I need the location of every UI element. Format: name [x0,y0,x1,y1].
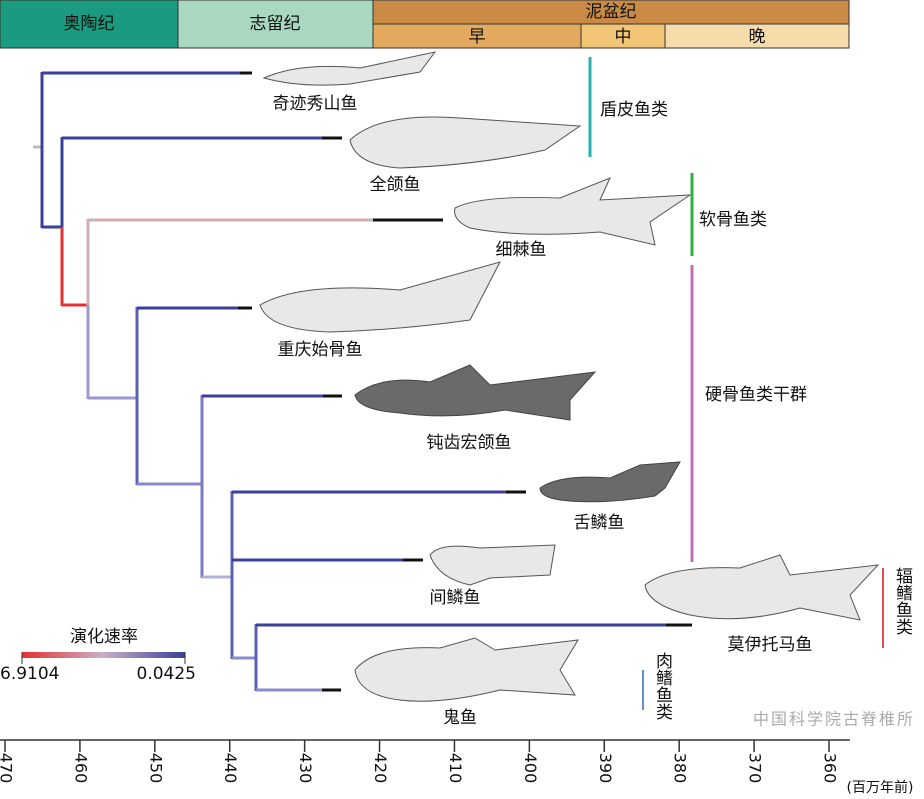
phylogeny [33,71,692,692]
group-label: 硬骨鱼类干群 [705,385,807,405]
taxon-label: 莫伊托马鱼 [728,635,813,655]
tick-label: 440 [221,753,240,784]
group-label: 辐鳍鱼类 [892,567,913,635]
fish [259,261,501,333]
group-label: 盾皮鱼类 [600,100,668,120]
epoch-label: 晚 [749,27,766,47]
tick-label: 470 [0,753,16,784]
legend-min: 6.9104 [0,664,59,684]
fish [349,116,582,169]
period-label: 奥陶纪 [64,14,115,34]
epoch-cell [372,23,582,49]
axis-label: (百万年前) [847,779,914,796]
taxon-label: 舌鳞鱼 [574,513,625,533]
taxon-label: 钝齿宏颌鱼 [427,433,512,453]
tick-label: 430 [296,753,315,784]
group-label: 软骨鱼类 [699,210,767,230]
taxon-label: 重庆始骨鱼 [278,340,363,360]
taxon-label: 鬼鱼 [443,708,477,728]
period-label: 泥盆纪 [586,2,637,22]
taxon-label: 细棘鱼 [496,240,547,260]
epoch-label: 中 [615,27,632,47]
watermark: 中国科学院古脊椎所 [753,710,915,729]
group-label: 肉鳍鱼类 [652,652,673,720]
tick-label: 360 [821,753,840,784]
taxon-label: 间鳞鱼 [430,588,481,608]
fish [262,51,437,86]
fish [429,544,556,586]
fish [644,554,880,621]
period-cell [372,0,850,25]
fish [354,637,579,702]
fish [539,461,681,503]
tick-label: 400 [521,753,540,784]
fish [454,177,692,246]
tick-label: 460 [71,753,90,784]
period-label: 志留纪 [250,14,301,34]
tick-label: 370 [746,753,765,784]
tick-label: 380 [671,753,690,784]
legend-title: 演化速率 [70,627,138,647]
legend-gradient [22,652,185,658]
taxon-label: 奇迹秀山鱼 [273,94,358,114]
taxon-label: 全颌鱼 [370,175,421,195]
legend-max: 0.0425 [137,664,196,684]
tick-label: 420 [371,753,390,784]
tick-label: 390 [596,753,615,784]
tick-label: 410 [446,753,465,784]
epoch-label: 早 [469,27,486,47]
tick-label: 450 [146,753,165,784]
epoch-cell [580,23,666,49]
time-axis: 470 460 450 440 430 420 410 400 390 380 370 360 [0,740,840,783]
period-header: 奥陶纪 志留纪 泥盆纪 早 中 晚 [0,0,850,49]
epoch-cell [664,23,850,49]
fish [354,364,597,421]
period-cell [177,0,374,49]
fish-illustrations [259,51,880,702]
legend: 演化速率 6.9104 0.0425 [0,627,196,684]
